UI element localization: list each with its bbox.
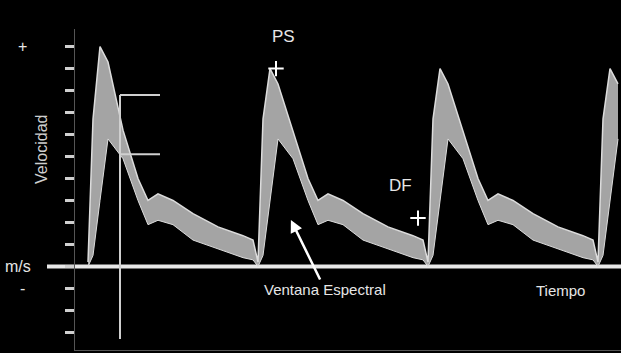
svg-text:Velocidad: Velocidad xyxy=(33,115,50,184)
svg-text:Tiempo: Tiempo xyxy=(536,282,585,299)
svg-text:m/s: m/s xyxy=(5,258,31,275)
svg-text:+: + xyxy=(18,38,27,55)
svg-text:Ventana Espectral: Ventana Espectral xyxy=(264,281,386,298)
svg-text:DF: DF xyxy=(389,176,412,195)
svg-text:-: - xyxy=(20,280,25,297)
svg-text:PS: PS xyxy=(272,27,295,46)
